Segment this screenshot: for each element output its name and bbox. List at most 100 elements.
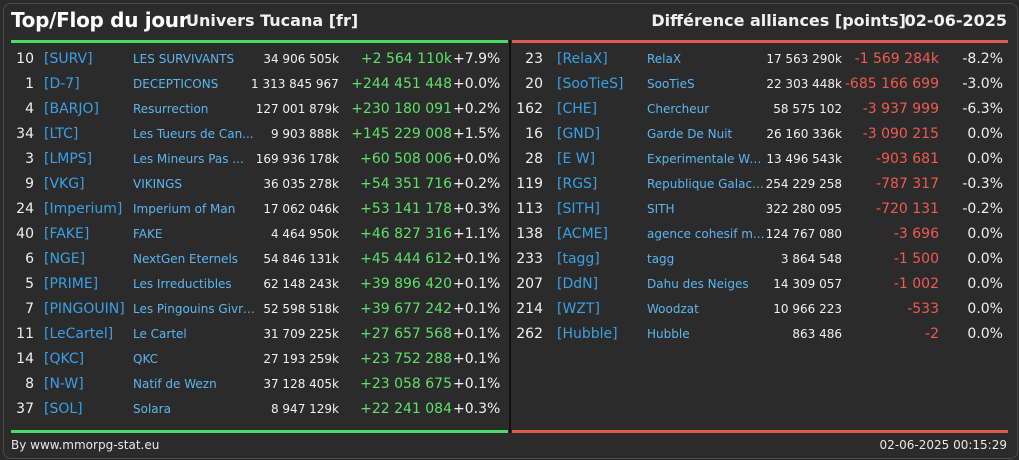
alliance-name-link[interactable]: Les Mineurs Pas ... — [133, 152, 244, 166]
alliance-name-link[interactable]: Natif de Wezn — [133, 377, 217, 391]
alliance-row: 9 [VKG] VIKINGS 36 035 278k +54 351 716 +0.2% — [11, 172, 508, 197]
alliance-points: 3 864 548 — [780, 252, 842, 266]
alliance-difference: -903 681 — [876, 151, 939, 167]
alliance-name-link[interactable]: VIKINGS — [133, 177, 183, 191]
alliance-tag-link[interactable]: [E W] — [557, 151, 596, 167]
alliance-row: 138 [ACME] agence cohesif m... 124 767 080 -… — [512, 222, 1008, 247]
alliance-name-link[interactable]: Resurrection — [133, 102, 209, 116]
difference-label: Différence alliances [points] — [651, 11, 906, 30]
alliance-name-link[interactable]: Chercheur — [647, 102, 710, 116]
alliance-difference: -3 937 999 — [862, 101, 939, 117]
alliance-name-link[interactable]: Hubble — [647, 327, 690, 341]
alliance-name-link[interactable]: Republique Galacti... — [647, 177, 767, 191]
alliance-name-link[interactable]: QKC — [133, 352, 159, 366]
alliance-points: 58 575 102 — [773, 102, 842, 116]
alliance-row: 34 [LTC] Les Tueurs de Can... 9 903 888k +14… — [11, 122, 508, 147]
alliance-name-link[interactable]: tagg — [647, 252, 675, 266]
alliance-tag-link[interactable]: [VKG] — [44, 176, 85, 192]
alliance-name-link[interactable]: FAKE — [133, 227, 163, 241]
alliance-tag-link[interactable]: [SOL] — [44, 401, 83, 417]
alliance-tag-link[interactable]: [PRIME] — [44, 276, 99, 292]
alliance-tag-link[interactable]: [Hubble] — [557, 326, 618, 342]
alliance-difference: +22 241 084 — [360, 401, 452, 417]
alliance-name-link[interactable]: Garde De Nuit — [647, 127, 733, 141]
alliance-tag-link[interactable]: [N-W] — [44, 376, 84, 392]
alliance-rank: 262 — [516, 326, 543, 342]
alliance-difference: +244 451 448 — [351, 76, 452, 92]
alliance-tag-link[interactable]: [LeCartel] — [44, 326, 114, 342]
alliance-name-link[interactable]: Les Tueurs de Can... — [133, 127, 254, 141]
alliance-percent: -0.2% — [962, 201, 1003, 217]
alliance-name-link[interactable]: DECEPTICONS — [133, 77, 219, 91]
alliance-name-link[interactable]: Le Cartel — [133, 327, 187, 341]
alliance-tag-link[interactable]: [QKC] — [44, 351, 85, 367]
alliance-percent: +0.0% — [453, 151, 500, 167]
alliance-tag-link[interactable]: [LMPS] — [44, 151, 93, 167]
alliance-difference: +2 564 110k — [360, 51, 452, 67]
alliance-points: 31 709 225k — [263, 327, 339, 341]
alliance-points: 54 846 131k — [263, 252, 339, 266]
alliance-tag-link[interactable]: [SooTieS] — [557, 76, 624, 92]
alliance-name-link[interactable]: Les Pingouins Givre... — [133, 302, 257, 316]
alliance-rank: 20 — [525, 76, 543, 92]
alliance-rank: 10 — [16, 51, 34, 67]
alliance-tag-link[interactable]: [LTC] — [44, 126, 79, 142]
alliance-points: 14 309 057 — [773, 277, 842, 291]
alliance-percent: +0.2% — [453, 101, 500, 117]
alliance-rank: 3 — [25, 151, 34, 167]
alliance-name-link[interactable]: Les Irreductibles — [133, 277, 232, 291]
alliance-points: 36 035 278k — [263, 177, 339, 191]
alliance-tag-link[interactable]: [PINGOUIN] — [44, 301, 125, 317]
alliance-rank: 40 — [16, 226, 34, 242]
alliance-name-link[interactable]: RelaX — [647, 52, 682, 66]
alliance-tag-link[interactable]: [D-7] — [44, 76, 80, 92]
alliance-tag-link[interactable]: [DdN] — [557, 276, 599, 292]
alliance-tag-link[interactable]: [tagg] — [557, 251, 600, 267]
alliance-tag-link[interactable]: [RGS] — [557, 176, 598, 192]
alliance-percent: +0.3% — [453, 401, 500, 417]
alliance-name-link[interactable]: LES SURVIVANTS — [133, 52, 235, 66]
page-title: Top/Flop du jour — [11, 8, 189, 32]
alliance-name-link[interactable]: Dahu des Neiges — [647, 277, 749, 291]
alliance-percent: +0.1% — [453, 326, 500, 342]
alliance-tag-link[interactable]: [CHE] — [557, 101, 598, 117]
alliance-tag-link[interactable]: [RelaX] — [557, 51, 608, 67]
alliance-tag-link[interactable]: [ACME] — [557, 226, 608, 242]
alliance-rank: 8 — [25, 376, 34, 392]
alliance-points: 22 303 448k — [766, 77, 842, 91]
alliance-difference: +23 058 675 — [360, 376, 452, 392]
alliance-tag-link[interactable]: [WZT] — [557, 301, 600, 317]
alliance-tag-link[interactable]: [GND] — [557, 126, 601, 142]
alliance-name-link[interactable]: Experimentale Wav... — [647, 152, 767, 166]
alliance-difference: -3 696 — [893, 226, 939, 242]
alliance-row: 11 [LeCartel] Le Cartel 31 709 225k +27 657 … — [11, 322, 508, 347]
alliance-points: 26 160 336k — [766, 127, 842, 141]
alliance-tag-link[interactable]: [NGE] — [44, 251, 86, 267]
footer-source-link[interactable]: By www.mmorpg-stat.eu — [11, 438, 160, 452]
alliance-row: 4 [BARJO] Resurrection 127 001 879k +230 180… — [11, 97, 508, 122]
alliance-name-link[interactable]: Woodzat — [647, 302, 699, 316]
alliance-rank: 34 — [16, 126, 34, 142]
alliance-row: 37 [SOL] Solara 8 947 129k +22 241 084 +0.3% — [11, 397, 508, 422]
alliance-percent: +7.9% — [453, 51, 500, 67]
alliance-name-link[interactable]: SITH — [647, 202, 675, 216]
alliance-name-link[interactable]: NextGen Eternels — [133, 252, 239, 266]
alliance-name-link[interactable]: Imperium of Man — [133, 202, 236, 216]
alliance-percent: 0.0% — [967, 301, 1003, 317]
alliance-row: 23 [RelaX] RelaX 17 563 290k -1 569 284k -8.2… — [512, 47, 1008, 72]
alliance-difference: +230 180 091 — [351, 101, 452, 117]
alliance-row: 233 [tagg] tagg 3 864 548 -1 500 0.0% — [512, 247, 1008, 272]
alliance-row: 214 [WZT] Woodzat 10 966 223 -533 0.0% — [512, 297, 1008, 322]
alliance-tag-link[interactable]: [SITH] — [557, 201, 601, 217]
alliance-tag-link[interactable]: [Imperium] — [44, 201, 123, 217]
alliance-tag-link[interactable]: [FAKE] — [44, 226, 90, 242]
alliance-points: 17 563 290k — [766, 52, 842, 66]
alliance-name-link[interactable]: Solara — [133, 402, 171, 416]
alliance-name-link[interactable]: SooTieS — [647, 77, 695, 91]
alliance-tag-link[interactable]: [BARJO] — [44, 101, 99, 117]
alliance-name-link[interactable]: agence cohesif m... — [647, 227, 765, 241]
alliance-rank: 138 — [516, 226, 543, 242]
alliance-row: 6 [NGE] NextGen Eternels 54 846 131k +45 444… — [11, 247, 508, 272]
alliance-tag-link[interactable]: [SURV] — [44, 51, 93, 67]
alliance-row: 20 [SooTieS] SooTieS 22 303 448k -685 166 69… — [512, 72, 1008, 97]
